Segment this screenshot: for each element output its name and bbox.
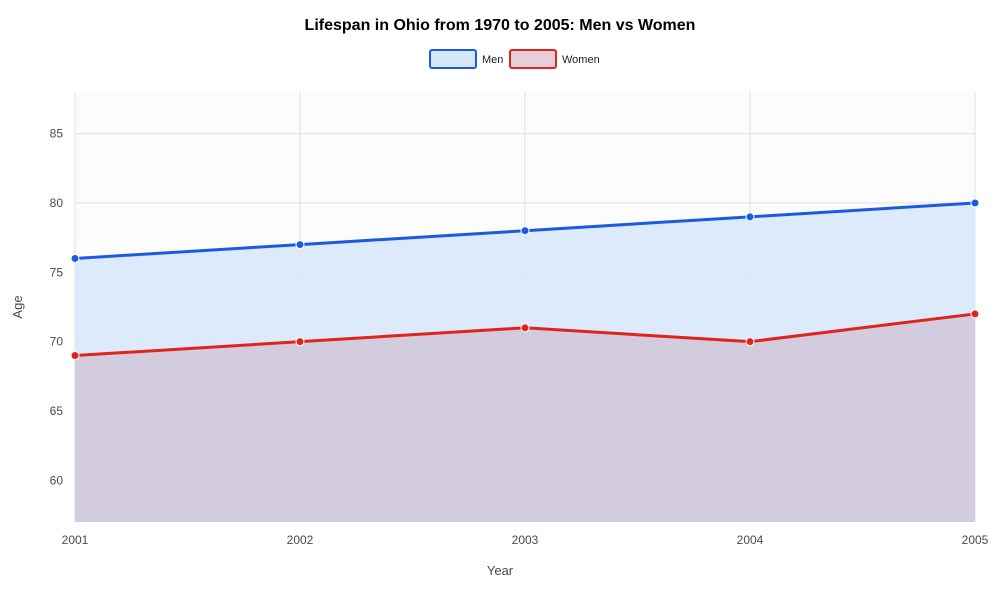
data-point[interactable] bbox=[746, 213, 754, 221]
data-point[interactable] bbox=[521, 227, 529, 235]
data-point[interactable] bbox=[971, 199, 979, 207]
data-point[interactable] bbox=[296, 241, 304, 249]
data-point[interactable] bbox=[71, 254, 79, 262]
x-tick-label: 2004 bbox=[737, 533, 764, 547]
legend-swatch-men bbox=[430, 50, 476, 68]
x-tick-label: 2001 bbox=[62, 533, 89, 547]
y-tick-label: 70 bbox=[50, 335, 64, 349]
chart-title: Lifespan in Ohio from 1970 to 2005: Men … bbox=[305, 17, 696, 34]
x-axis-title: Year bbox=[487, 563, 514, 578]
chart-container: Lifespan in Ohio from 1970 to 2005: Men … bbox=[0, 0, 1000, 600]
y-tick-labels: 60 65 70 75 80 85 bbox=[50, 127, 64, 488]
y-tick-label: 65 bbox=[50, 404, 64, 418]
x-tick-labels: 2001 2002 2003 2004 2005 bbox=[62, 533, 989, 547]
y-tick-label: 85 bbox=[50, 127, 64, 141]
legend-swatch-women bbox=[510, 50, 556, 68]
legend-label-men: Men bbox=[482, 54, 503, 66]
y-tick-label: 60 bbox=[50, 473, 64, 487]
x-tick-label: 2003 bbox=[512, 533, 539, 547]
x-tick-label: 2002 bbox=[287, 533, 314, 547]
y-axis-title: Age bbox=[10, 295, 25, 318]
data-point[interactable] bbox=[971, 310, 979, 318]
legend-label-women: Women bbox=[562, 54, 600, 66]
data-point[interactable] bbox=[296, 338, 304, 346]
legend-item-women[interactable]: Women bbox=[510, 50, 600, 68]
data-point[interactable] bbox=[521, 324, 529, 332]
legend: Men Women bbox=[430, 50, 600, 68]
y-tick-label: 75 bbox=[50, 265, 64, 279]
legend-item-men[interactable]: Men bbox=[430, 50, 503, 68]
chart-svg: Lifespan in Ohio from 1970 to 2005: Men … bbox=[0, 0, 1000, 600]
x-tick-label: 2005 bbox=[962, 533, 989, 547]
y-tick-label: 80 bbox=[50, 196, 64, 210]
data-point[interactable] bbox=[71, 352, 79, 360]
data-point[interactable] bbox=[746, 338, 754, 346]
